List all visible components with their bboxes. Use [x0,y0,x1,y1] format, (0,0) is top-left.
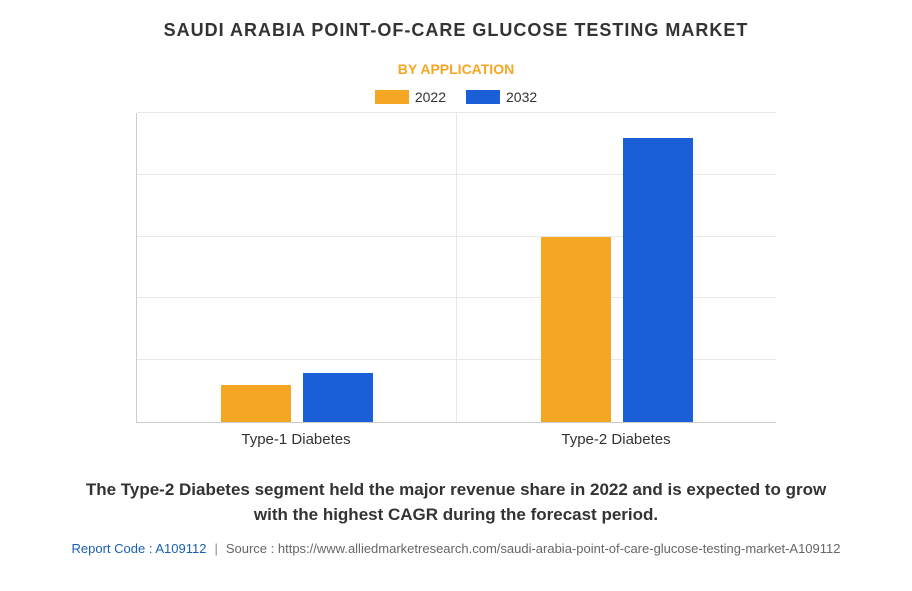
footer-code-label-text: Report Code : [72,541,156,556]
legend-label-2022: 2022 [415,89,446,105]
bar-type2-2022 [541,237,611,422]
bar-type1-2032 [303,373,373,422]
legend-label-2032: 2032 [506,89,537,105]
x-label-type1: Type-1 Diabetes [136,431,456,448]
footer-code-label: Report Code : A109112 [72,541,207,556]
chart-plot-area [136,113,776,423]
footer-source-label-text: Source : [226,541,278,556]
legend-swatch-2032 [466,90,500,104]
footer-sep: | [214,541,217,556]
footer-source-label: Source : https://www.alliedmarketresearc… [226,541,841,556]
bar-type2-2032 [623,138,693,422]
bar-type1-2022 [221,385,291,422]
legend-item-2032: 2032 [466,89,537,105]
legend-item-2022: 2022 [375,89,446,105]
category-type2 [456,113,776,422]
footer: Report Code : A109112 | Source : https:/… [30,541,882,556]
category-type1 [137,113,456,422]
x-label-type2: Type-2 Diabetes [456,431,776,448]
footer-source-url: https://www.alliedmarketresearch.com/sau… [278,541,841,556]
chart-subtitle: BY APPLICATION [398,61,514,77]
chart-legend: 2022 2032 [375,89,537,105]
footer-code-value: A109112 [155,541,206,556]
x-axis-labels: Type-1 Diabetes Type-2 Diabetes [136,431,776,448]
insight-text: The Type-2 Diabetes segment held the maj… [30,478,882,527]
legend-swatch-2022 [375,90,409,104]
page-title: SAUDI ARABIA POINT-OF-CARE GLUCOSE TESTI… [164,20,749,41]
